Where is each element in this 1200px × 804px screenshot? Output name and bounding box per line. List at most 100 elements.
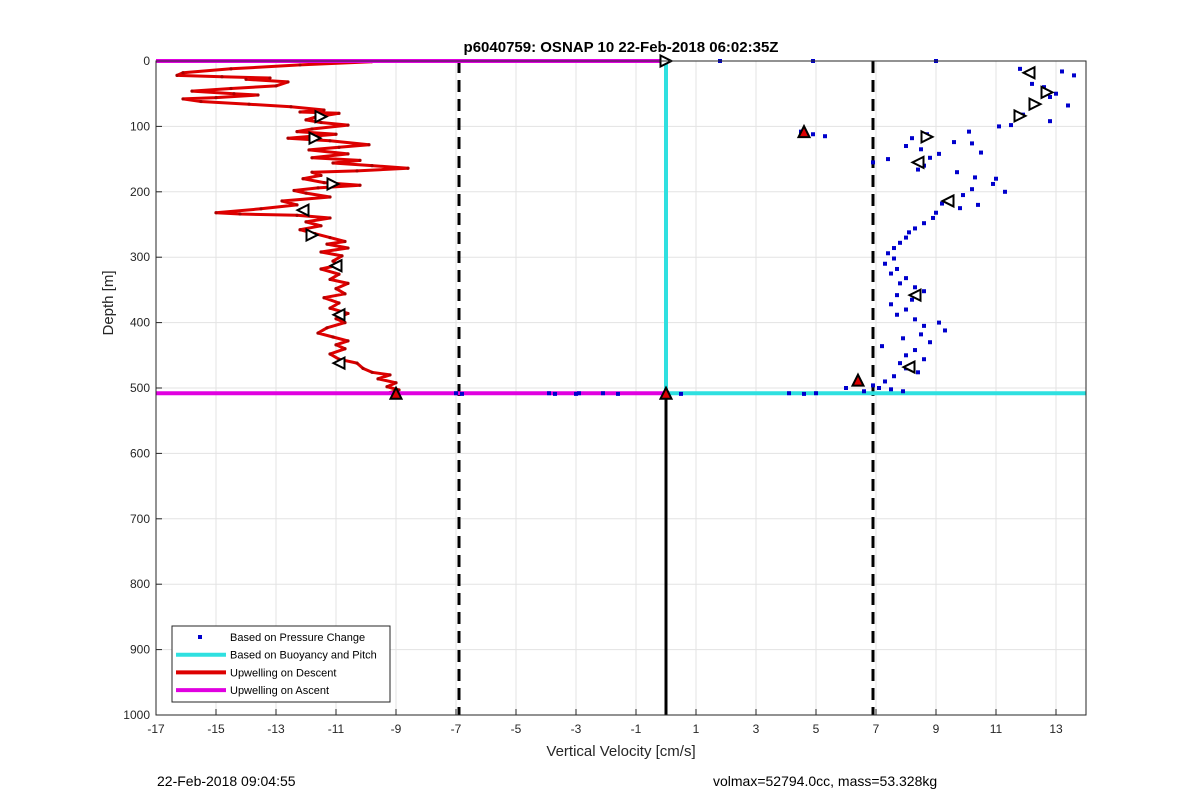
upwelling-descent-point (355, 361, 359, 365)
x-tick-label: -15 (207, 722, 225, 736)
upwelling-descent-point (310, 127, 314, 131)
upwelling-descent-point (346, 246, 350, 250)
direction-marker (901, 359, 916, 375)
upwelling-descent-line (175, 60, 410, 395)
pressure-change-point (844, 386, 848, 390)
footer-timestamp: 22-Feb-2018 09:04:55 (157, 773, 296, 789)
pressure-change-point (916, 167, 920, 172)
pressure-change-point (976, 202, 980, 207)
upwelling-descent-point (370, 370, 374, 374)
pressure-change-point (883, 379, 887, 384)
pressure-change-point (1066, 103, 1070, 108)
pressure-change-point (862, 389, 866, 394)
upwelling-descent-point (334, 317, 338, 321)
x-axis-label: Vertical Velocity [cm/s] (546, 743, 695, 760)
upwelling-descent-point (298, 110, 302, 114)
y-axis-label: Depth [m] (100, 270, 117, 335)
pressure-change-point (901, 389, 905, 394)
y-tick-label: 100 (130, 119, 150, 133)
pressure-change-point (547, 391, 551, 396)
upwelling-descent-point (229, 86, 233, 91)
pressure-change-point (601, 391, 605, 396)
pressure-change-point (1060, 69, 1064, 74)
pressure-change-point (913, 317, 917, 322)
pressure-change-point (889, 387, 893, 392)
x-tick-label: -3 (571, 722, 582, 736)
upwelling-descent-point (346, 123, 350, 127)
pressure-change-point (928, 340, 932, 345)
pressure-change-point (973, 175, 977, 180)
x-tick-label: 1 (693, 722, 700, 736)
pressure-change-point (913, 348, 917, 353)
x-tick-label: -17 (147, 722, 165, 736)
upwelling-descent-point (310, 156, 314, 160)
upwelling-descent-point (232, 92, 236, 96)
pressure-change-point (904, 235, 908, 240)
upwelling-descent-point (334, 343, 338, 347)
pressure-change-point (937, 320, 941, 325)
pressure-change-point (994, 176, 998, 181)
pressure-change-point (937, 151, 941, 156)
pressure-change-point (1048, 119, 1052, 124)
pressure-change-point (679, 391, 683, 396)
y-tick-label: 500 (130, 381, 150, 395)
pressure-change-point (961, 193, 965, 198)
upwelling-descent-point (298, 228, 302, 232)
upwelling-descent-point (337, 272, 341, 276)
pressure-change-point (823, 134, 827, 139)
pressure-change-point (811, 132, 815, 137)
pressure-change-point (910, 136, 914, 141)
y-tick-label: 400 (130, 316, 150, 330)
pressure-change-point (892, 374, 896, 379)
pressure-change-point (1072, 73, 1076, 78)
pressure-change-point (889, 271, 893, 276)
pressure-change-point (895, 293, 899, 298)
x-tick-label: -9 (391, 722, 402, 736)
upwelling-descent-point (367, 143, 371, 147)
pressure-change-point (901, 336, 905, 341)
upwelling-descent-point (214, 96, 218, 100)
upwelling-descent-point (361, 366, 365, 370)
upwelling-descent-point (301, 177, 305, 181)
direction-marker (910, 155, 925, 170)
direction-marker (907, 288, 922, 303)
pressure-change-point (922, 323, 926, 328)
upwelling-descent-point (328, 139, 332, 143)
upwelling-descent-point (298, 63, 302, 67)
x-tick-label: -11 (328, 722, 345, 736)
upwelling-descent-point (343, 321, 347, 325)
direction-marker (308, 131, 323, 146)
upwelling-descent-point (175, 73, 179, 77)
direction-marker (920, 129, 935, 144)
direction-marker (295, 202, 310, 218)
upwelling-descent-point (385, 385, 389, 389)
legend-label: Based on Pressure Change (230, 632, 365, 644)
upwelling-descent-point (319, 224, 323, 228)
pressure-change-point (958, 206, 962, 211)
upwelling-descent-point (304, 118, 308, 122)
pressure-change-point (454, 391, 458, 396)
pressure-change-point (943, 328, 947, 333)
y-tick-label: 700 (130, 512, 150, 526)
pressure-change-point (787, 391, 791, 396)
upwelling-descent-point (325, 326, 329, 330)
upwelling-descent-point (328, 195, 332, 199)
upwelling-descent-point (295, 130, 299, 134)
pressure-change-point (1018, 66, 1022, 71)
x-tick-label: 3 (753, 722, 760, 736)
pressure-change-point (898, 240, 902, 245)
pressure-change-point (970, 141, 974, 146)
upwelling-descent-point (319, 173, 323, 178)
pressure-change-point (919, 332, 923, 337)
pressure-change-point (952, 140, 956, 145)
pressure-change-point (1048, 94, 1052, 99)
direction-marker (331, 356, 346, 371)
pressure-change-point (574, 391, 578, 396)
direction-marker (796, 123, 812, 139)
upwelling-descent-point (304, 220, 308, 224)
y-tick-label: 200 (130, 185, 150, 199)
direction-marker (1028, 97, 1043, 112)
upwelling-descent-point (370, 164, 374, 168)
upwelling-descent-point (331, 259, 335, 263)
pressure-change-point (970, 187, 974, 192)
